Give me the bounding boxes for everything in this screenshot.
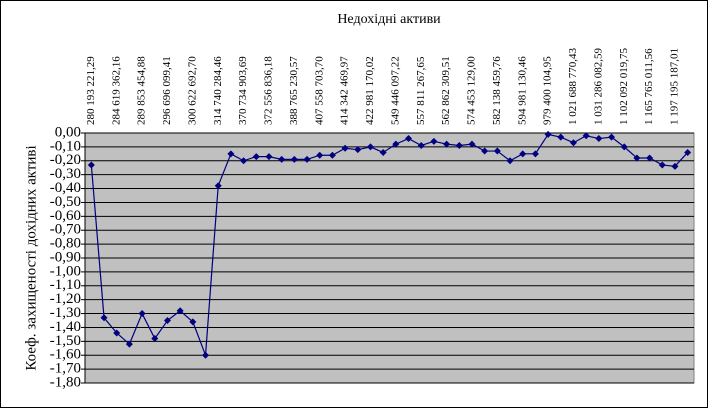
x-tick-label: 979 400 104,95 [542,56,554,125]
data-point [582,132,590,140]
x-tick-label: 562 862 309,51 [440,56,452,125]
data-point [430,137,438,145]
y-tick-label: -0,20 [50,152,81,168]
x-tick-label: 300 622 692,70 [186,56,198,125]
y-tick-label: -0,10 [50,138,81,154]
x-tick-label: 407 558 703,70 [313,56,325,125]
data-point [151,335,159,343]
x-tick-label: 1 197 195 187,01 [669,48,681,125]
data-point [265,153,273,161]
data-point [113,329,121,337]
x-tick-label: 1 102 092 019,75 [618,48,630,126]
x-tick-label: 314 740 284,46 [212,56,224,125]
data-point [240,157,248,165]
y-tick-label: -1,60 [50,347,81,363]
data-point [658,161,666,169]
y-tick-label: -1,80 [50,374,81,390]
data-point [87,161,95,169]
data-point [392,140,400,148]
x-tick-label: 284 619 362,16 [110,56,122,125]
data-point [519,150,527,158]
data-point [481,147,489,155]
x-tick-label: 372 556 836,18 [263,56,275,125]
x-tick-label: 388 765 230,57 [288,56,300,125]
x-tick-label: 289 853 454,88 [136,56,148,125]
x-tick-label: 594 981 130,46 [516,56,528,125]
data-point [455,142,463,149]
x-tick-label: 280 193 221,29 [85,56,97,125]
data-point [544,130,552,138]
y-tick-label: -1,70 [50,361,81,377]
data-point [316,151,324,159]
data-point [557,133,565,141]
y-tick-label: -0,50 [50,194,81,210]
data-point [125,340,133,348]
data-point [531,150,539,158]
data-point [405,135,413,143]
data-point [354,146,362,154]
data-point [443,140,451,148]
data-point [202,351,210,359]
data-point [493,147,501,155]
x-tick-label: 370 734 903,69 [237,56,249,125]
y-tick-label: -1,30 [50,305,81,321]
data-point [366,143,374,151]
data-point [468,140,476,148]
data-point [379,148,387,156]
y-tick-label: -1,10 [50,277,81,293]
data-point [569,139,577,147]
y-tick-label: -0,60 [50,208,81,224]
data-point [684,148,692,156]
data-point [646,154,654,162]
y-tick-label: -0,30 [50,166,81,182]
chart-title: Недохідні активи [337,12,441,27]
x-tick-label: 1 021 688 770,43 [567,48,579,126]
data-point [100,314,108,322]
y-tick-label: -0,80 [50,236,81,252]
data-point [138,310,146,318]
x-tick-label: 574 453 129,00 [466,56,478,125]
y-tick-label: -1,40 [50,319,81,335]
x-tick-label: 296 696 099,41 [161,56,173,125]
x-tick-label: 557 811 267,65 [415,56,427,125]
data-point [595,135,603,143]
data-point [620,143,628,151]
y-tick-label: -1,00 [50,263,81,279]
data-point [163,317,171,324]
data-point [214,182,222,190]
x-tick-label: 414 342 469,97 [339,56,351,125]
data-point [341,144,349,152]
data-point [176,307,184,315]
y-tick-label: -0,40 [50,180,81,196]
data-point [227,150,235,158]
data-point [633,154,641,162]
data-point [671,162,679,170]
data-point [252,153,260,161]
y-tick-label: -0,70 [50,222,81,238]
y-tick-label: -1,20 [50,291,81,307]
data-point [290,155,298,163]
x-tick-label: 549 446 097,22 [389,56,401,125]
x-tick-label: 1 165 765 011,56 [643,48,655,125]
data-point [303,155,311,163]
data-point [189,318,197,326]
y-tick-label: -0,90 [50,249,81,265]
y-tick-label: 0,00 [55,124,81,140]
y-tick-label: -1,50 [50,333,81,349]
x-tick-label: 1 031 286 082,59 [592,48,604,126]
data-point [278,155,286,163]
data-point [506,157,514,165]
data-point [608,133,616,141]
y-axis-title: Коеф. захищеності дохідних активі [23,145,39,370]
data-point [417,142,425,149]
data-point [328,151,336,159]
x-tick-label: 422 981 170,02 [364,56,376,125]
x-tick-label: 582 138 459,76 [491,56,503,125]
